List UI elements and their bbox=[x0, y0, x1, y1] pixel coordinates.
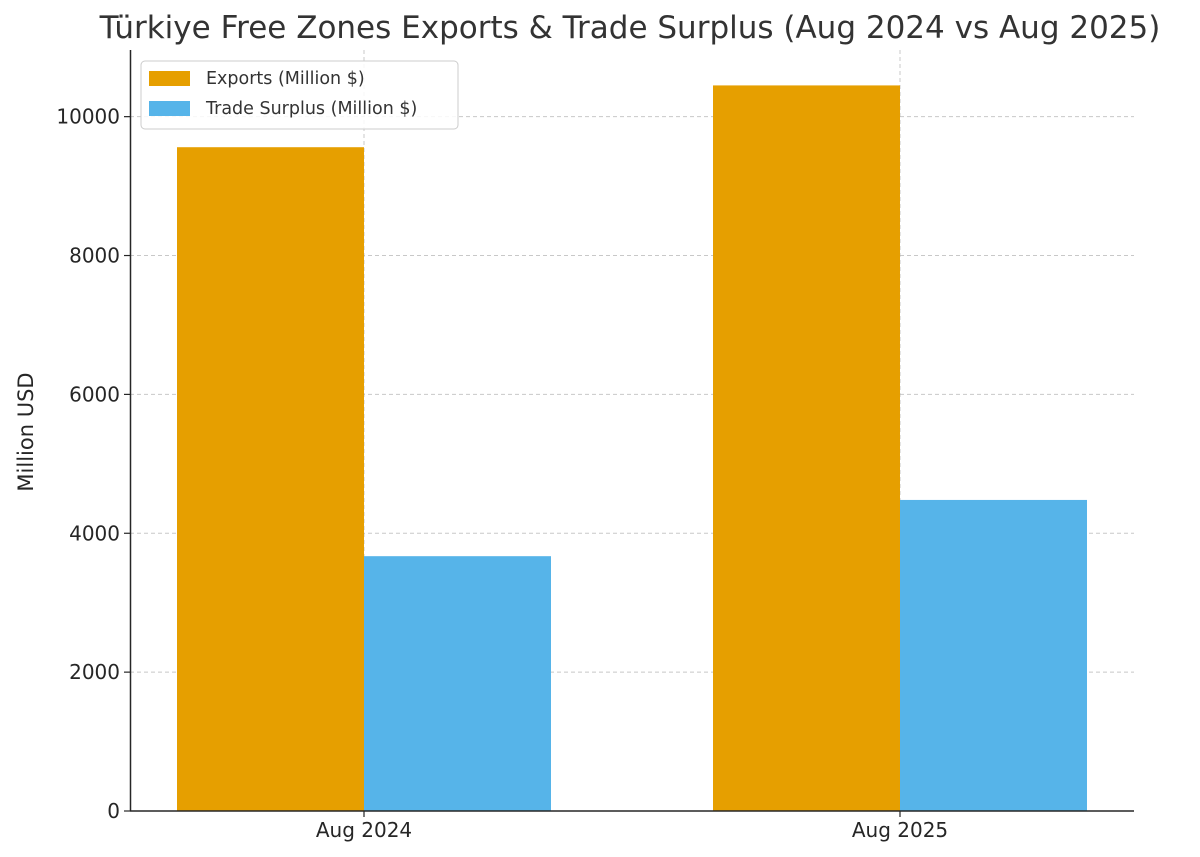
x-tick-label: Aug 2024 bbox=[316, 818, 412, 842]
y-tick-label: 2000 bbox=[69, 660, 120, 684]
y-tick-label: 10000 bbox=[56, 105, 120, 129]
bar-exports-aug-2025 bbox=[713, 85, 900, 811]
legend-label-exports: Exports (Million $) bbox=[206, 69, 365, 89]
y-tick-label: 8000 bbox=[69, 244, 120, 268]
y-tick-label: 4000 bbox=[69, 521, 120, 545]
bar-trade-surplus-aug-2025 bbox=[900, 499, 1087, 811]
y-tick-label: 6000 bbox=[69, 382, 120, 406]
bar-exports-aug-2024 bbox=[177, 147, 364, 812]
chart-title: Türkiye Free Zones Exports & Trade Surpl… bbox=[99, 10, 1161, 46]
bar-trade-surplus-aug-2024 bbox=[364, 556, 551, 811]
y-axis-label: Million USD bbox=[14, 372, 38, 491]
legend-box bbox=[140, 60, 459, 130]
bars bbox=[177, 85, 1087, 812]
x-ticks: Aug 2024 Aug 2025 bbox=[316, 811, 948, 842]
legend: Exports (Million $) Trade Surplus (Milli… bbox=[140, 60, 459, 130]
legend-label-trade-surplus: Trade Surplus (Million $) bbox=[205, 99, 417, 119]
y-tick-label: 0 bbox=[107, 799, 120, 823]
x-tick-label: Aug 2025 bbox=[852, 818, 948, 842]
axes bbox=[129, 50, 1134, 812]
legend-swatch-exports bbox=[149, 71, 190, 86]
legend-swatch-trade-surplus bbox=[149, 101, 190, 116]
y-ticks: 0 2000 4000 6000 8000 10000 bbox=[56, 105, 130, 823]
